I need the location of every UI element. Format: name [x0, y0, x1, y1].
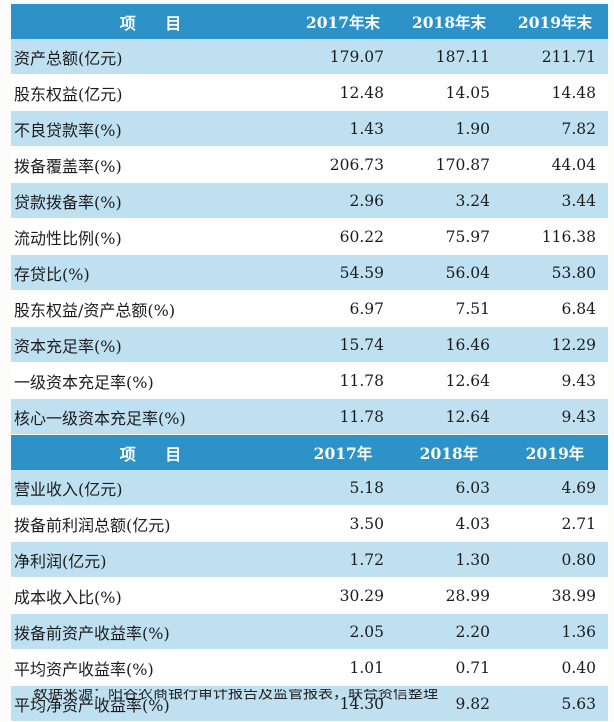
header-2019: 2019年 — [525, 443, 585, 463]
value-2018: 1.90 — [455, 119, 490, 138]
value-2017: 2.96 — [349, 191, 384, 210]
row-label: 净利润(亿元) — [14, 551, 107, 571]
table-row: 净利润(亿元) 1.72 1.30 0.80 — [11, 542, 608, 578]
value-2017: 1.01 — [349, 658, 384, 677]
value-2017: 60.22 — [339, 227, 384, 246]
value-2018: 2.20 — [455, 622, 490, 641]
value-2017: 5.18 — [349, 478, 384, 497]
row-label: 拨备覆盖率(%) — [14, 156, 122, 176]
row-label: 核心一级资本充足率(%) — [14, 408, 186, 428]
value-2019: 211.71 — [541, 47, 596, 66]
value-2019: 9.43 — [561, 371, 596, 390]
value-2017: 6.97 — [349, 299, 384, 318]
table-row: 存贷比(%) 54.59 56.04 53.80 — [11, 255, 608, 291]
table-header-balance: 项 目 2017年末 2018年末 2019年末 — [11, 4, 608, 39]
value-2019: 53.80 — [551, 263, 596, 282]
row-label: 不良贷款率(%) — [14, 120, 122, 140]
value-2018: 6.03 — [455, 478, 490, 497]
value-2019: 38.99 — [551, 586, 596, 605]
value-2018: 7.51 — [455, 299, 490, 318]
value-2019: 9.43 — [561, 407, 596, 426]
row-label: 贷款拨备率(%) — [14, 192, 122, 212]
header-2019: 2019年末 — [517, 12, 593, 32]
value-2018: 0.71 — [455, 658, 490, 677]
value-2017: 15.74 — [339, 335, 384, 354]
table-row: 成本收入比(%) 30.29 28.99 38.99 — [11, 578, 608, 614]
row-label: 资本充足率(%) — [14, 336, 122, 356]
value-2017: 179.07 — [329, 47, 384, 66]
row-label: 成本收入比(%) — [14, 587, 122, 607]
table-row: 股东权益/资产总额(%) 6.97 7.51 6.84 — [11, 291, 608, 327]
value-2018: 3.24 — [455, 191, 490, 210]
value-2018: 75.97 — [445, 227, 490, 246]
table-row: 一级资本充足率(%) 11.78 12.64 9.43 — [11, 363, 608, 399]
value-2017: 54.59 — [339, 263, 384, 282]
financial-table: 项 目 2017年末 2018年末 2019年末 资产总额(亿元) 179.07… — [11, 4, 608, 722]
value-2017: 206.73 — [329, 155, 384, 174]
value-2018: 14.05 — [445, 83, 490, 102]
value-2017: 12.48 — [339, 83, 384, 102]
value-2018: 1.30 — [455, 550, 490, 569]
row-label: 流动性比例(%) — [14, 228, 122, 248]
row-label: 拨备前资产收益率(%) — [14, 623, 170, 643]
value-2019: 14.48 — [551, 83, 596, 102]
value-2017: 1.43 — [349, 119, 384, 138]
row-label: 股东权益(亿元) — [14, 84, 123, 104]
value-2017: 30.29 — [339, 586, 384, 605]
table-row: 资本充足率(%) 15.74 16.46 12.29 — [11, 327, 608, 363]
table-header-income: 项 目 2017年 2018年 2019年 — [11, 435, 608, 470]
table-row: 营业收入(亿元) 5.18 6.03 4.69 — [11, 470, 608, 506]
row-label: 存贷比(%) — [14, 264, 90, 284]
table-row: 股东权益(亿元) 12.48 14.05 14.48 — [11, 75, 608, 111]
table-row: 贷款拨备率(%) 2.96 3.24 3.44 — [11, 183, 608, 219]
table-row: 核心一级资本充足率(%) 11.78 12.64 9.43 — [11, 399, 608, 435]
value-2018: 4.03 — [455, 514, 490, 533]
value-2019: 6.84 — [561, 299, 596, 318]
row-label: 一级资本充足率(%) — [14, 372, 154, 392]
value-2019: 2.71 — [561, 514, 596, 533]
header-2018: 2018年末 — [411, 12, 487, 32]
value-2017: 1.72 — [349, 550, 384, 569]
value-2019: 12.29 — [551, 335, 596, 354]
header-2018: 2018年 — [419, 443, 479, 463]
header-item: 项 目 — [119, 444, 194, 464]
value-2018: 12.64 — [445, 371, 490, 390]
table-row: 拨备前资产收益率(%) 2.05 2.20 1.36 — [11, 614, 608, 650]
value-2017: 11.78 — [339, 407, 384, 426]
value-2019: 1.36 — [561, 622, 596, 641]
value-2019: 4.69 — [561, 478, 596, 497]
value-2018: 12.64 — [445, 407, 490, 426]
value-2018: 187.11 — [435, 47, 490, 66]
value-2019: 44.04 — [551, 155, 596, 174]
value-2019: 7.82 — [561, 119, 596, 138]
header-2017: 2017年 — [313, 443, 373, 463]
value-2018: 28.99 — [445, 586, 490, 605]
value-2017: 11.78 — [339, 371, 384, 390]
value-2019: 116.38 — [541, 227, 596, 246]
table-row: 资产总额(亿元) 179.07 187.11 211.71 — [11, 39, 608, 75]
source-note: 数据来源：阳谷农商银行审计报告及监管报表，联合资信整理 — [11, 689, 608, 700]
row-label: 营业收入(亿元) — [14, 479, 123, 499]
value-2018: 16.46 — [445, 335, 490, 354]
table-row: 流动性比例(%) 60.22 75.97 116.38 — [11, 219, 608, 255]
table-row: 不良贷款率(%) 1.43 1.90 7.82 — [11, 111, 608, 147]
row-label: 拨备前利润总额(亿元) — [14, 515, 171, 535]
row-label: 资产总额(亿元) — [14, 48, 123, 68]
value-2018: 170.87 — [435, 155, 490, 174]
source-note-text: 数据来源：阳谷农商银行审计报告及监管报表，联合资信整理 — [33, 689, 439, 700]
row-label: 股东权益/资产总额(%) — [14, 300, 176, 320]
value-2017: 3.50 — [349, 514, 384, 533]
value-2018: 56.04 — [445, 263, 490, 282]
value-2019: 3.44 — [561, 191, 596, 210]
table-row: 平均资产收益率(%) 1.01 0.71 0.40 — [11, 650, 608, 686]
row-label: 平均资产收益率(%) — [14, 659, 154, 679]
table-row: 拨备前利润总额(亿元) 3.50 4.03 2.71 — [11, 506, 608, 542]
value-2019: 0.40 — [561, 658, 596, 677]
value-2019: 0.80 — [561, 550, 596, 569]
table-row: 拨备覆盖率(%) 206.73 170.87 44.04 — [11, 147, 608, 183]
value-2017: 2.05 — [349, 622, 384, 641]
header-item: 项 目 — [119, 13, 194, 33]
header-2017: 2017年末 — [305, 12, 381, 32]
